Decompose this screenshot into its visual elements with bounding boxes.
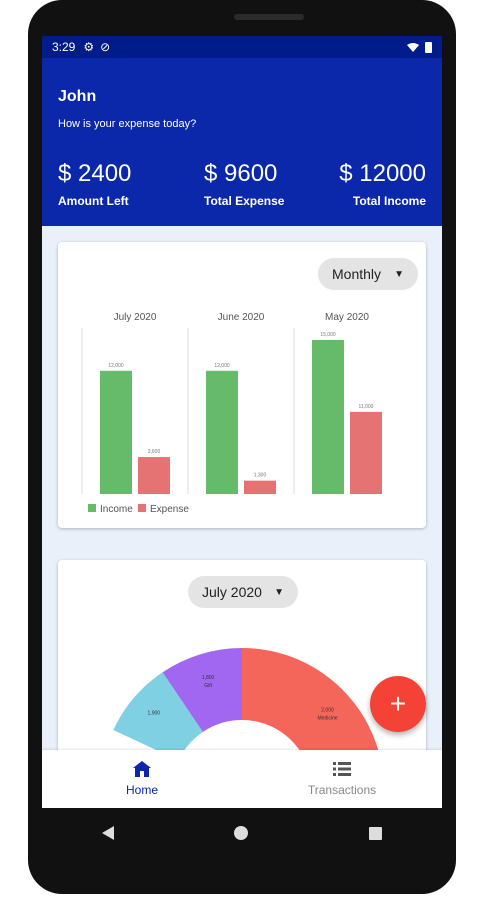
nav-home-label: Home bbox=[125, 783, 158, 797]
summary-header: John How is your expense today? $ 2400 A… bbox=[42, 58, 442, 226]
slice-value-label: 1,900 bbox=[148, 711, 161, 717]
add-transaction-button[interactable]: + bbox=[370, 676, 426, 732]
pie-slice bbox=[162, 648, 242, 732]
total-income-stat: $ 12000 Total Income bbox=[339, 160, 426, 208]
plus-icon: + bbox=[389, 688, 407, 719]
wifi-icon bbox=[407, 43, 419, 52]
slice-value-label: 1,800 bbox=[202, 675, 215, 681]
month-dropdown[interactable]: July 2020 ▼ bbox=[188, 576, 298, 608]
stat-value: $ 12000 bbox=[339, 160, 426, 187]
bar-value-label: 15,000 bbox=[320, 332, 336, 338]
expense-bar bbox=[350, 411, 382, 494]
nav-transactions[interactable]: Transactions bbox=[242, 750, 442, 808]
amount-left-stat: $ 2400 Amount Left bbox=[58, 160, 131, 208]
battery-icon bbox=[425, 41, 432, 53]
status-bar: 3:29 ⚙ ⊘ bbox=[42, 36, 442, 58]
bottom-navigation: Home Transactions bbox=[42, 750, 442, 808]
income-bar bbox=[206, 370, 238, 494]
bar-value-label: 1,300 bbox=[254, 473, 267, 479]
pie-slice bbox=[113, 672, 203, 761]
home-icon bbox=[133, 761, 151, 777]
app-screen: 3:29 ⚙ ⊘ John How is your expense today?… bbox=[42, 36, 442, 808]
slice-category-label: Gift bbox=[204, 683, 212, 689]
month-dropdown-label: July 2020 bbox=[202, 584, 262, 600]
category-label: June 2020 bbox=[218, 312, 265, 323]
legend-swatch bbox=[88, 504, 96, 512]
stat-value: $ 9600 bbox=[204, 160, 278, 187]
legend-label: Expense bbox=[150, 504, 189, 515]
stat-label: Total Expense bbox=[204, 194, 285, 208]
gear-icon: ⚙ bbox=[83, 40, 95, 54]
stat-value: $ 2400 bbox=[58, 160, 132, 187]
income-expense-bar-chart: July 2020 12,000 3,600 June 2020 12,000 1,300… bbox=[81, 312, 382, 515]
bar-value-label: 3,600 bbox=[148, 449, 161, 455]
sync-off-icon: ⊘ bbox=[100, 40, 111, 54]
period-dropdown-label: Monthly bbox=[332, 266, 382, 282]
expense-bar bbox=[138, 457, 170, 494]
income-bar bbox=[312, 340, 344, 494]
category-label: July 2020 bbox=[114, 312, 157, 323]
greeting-text: How is your expense today? bbox=[58, 118, 197, 130]
chevron-down-icon: ▼ bbox=[394, 268, 404, 280]
legend-swatch bbox=[138, 504, 146, 512]
recents-icon[interactable] bbox=[368, 826, 382, 840]
chevron-down-icon: ▼ bbox=[274, 586, 284, 598]
bar-value-label: 11,000 bbox=[359, 404, 374, 410]
legend-label: Income bbox=[100, 504, 133, 515]
monthly-chart-card: Monthly ▼ July 2020 12,000 3,600 June 2020 1… bbox=[58, 242, 426, 528]
stat-label: Total Income bbox=[352, 194, 426, 208]
slice-value-label: 2,000 bbox=[321, 708, 334, 714]
total-expense-stat: $ 9600 Total Expense bbox=[204, 160, 284, 208]
list-icon bbox=[333, 762, 351, 776]
speaker-grille bbox=[234, 14, 304, 20]
user-name: John bbox=[58, 88, 97, 105]
bar-value-label: 12,000 bbox=[214, 363, 230, 369]
stat-label: Amount Left bbox=[58, 194, 129, 208]
category-label: May 2020 bbox=[325, 312, 369, 323]
system-navigation-bar bbox=[42, 808, 442, 858]
home-circle-icon[interactable] bbox=[234, 826, 249, 840]
status-time: 3:29 bbox=[52, 40, 76, 54]
bar-value-label: 12,000 bbox=[108, 363, 124, 369]
nav-home[interactable]: Home bbox=[42, 750, 242, 808]
expense-bar bbox=[244, 480, 276, 494]
nav-transactions-label: Transactions bbox=[307, 783, 377, 797]
period-dropdown[interactable]: Monthly ▼ bbox=[318, 258, 418, 290]
slice-category-label: Medicine bbox=[318, 716, 338, 722]
income-bar bbox=[100, 370, 132, 494]
back-icon[interactable] bbox=[102, 826, 115, 840]
